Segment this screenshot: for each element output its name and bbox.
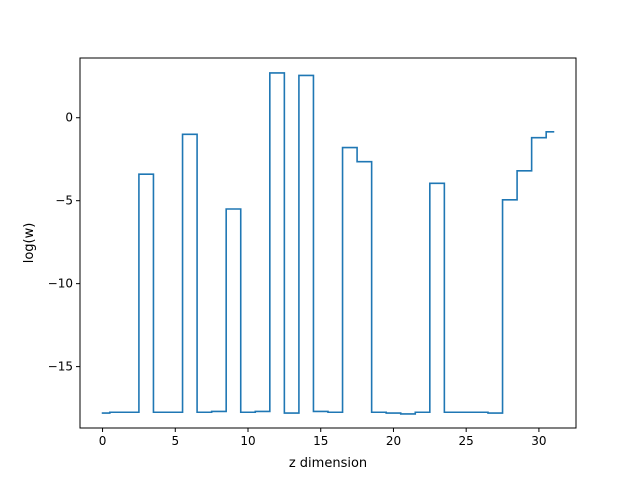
series-layer <box>101 72 555 415</box>
y-axis-ticks: 0 −5 −10 −15 <box>48 111 80 374</box>
x-tick-label: 20 <box>386 434 401 448</box>
x-tick-label: 25 <box>459 434 474 448</box>
x-tick-label: 0 <box>99 434 107 448</box>
x-tick-label: 15 <box>313 434 328 448</box>
x-axis-label: z dimension <box>289 456 367 471</box>
y-tick-label: −5 <box>55 194 73 208</box>
x-tick-label: 10 <box>240 434 255 448</box>
x-tick-label: 5 <box>171 434 179 448</box>
y-tick-label: −10 <box>48 277 73 291</box>
y-axis-label: log(w) <box>22 223 37 264</box>
y-tick-label: −15 <box>48 360 73 374</box>
plot-area <box>79 57 577 429</box>
series-line <box>101 72 555 415</box>
axes-frame <box>79 57 577 429</box>
x-tick-label: 30 <box>531 434 546 448</box>
y-tick-label: 0 <box>65 111 73 125</box>
x-axis-ticks: 0 5 10 15 20 25 30 <box>99 428 547 448</box>
